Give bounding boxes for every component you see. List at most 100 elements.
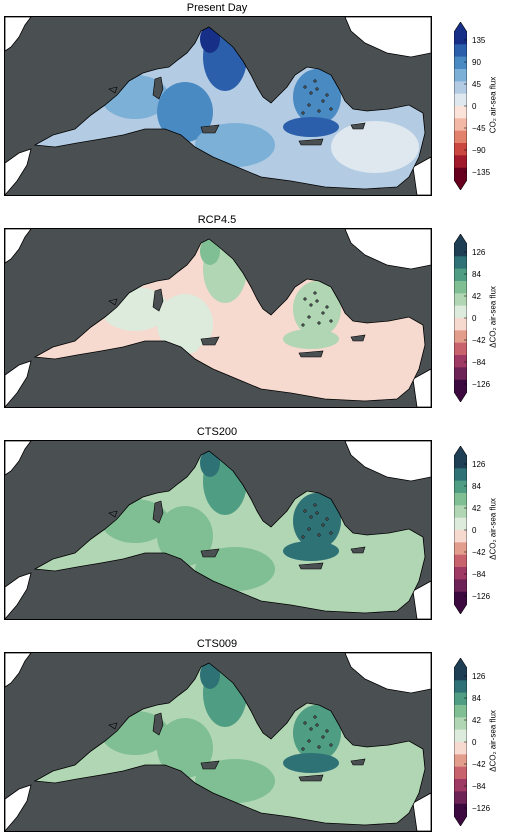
colorbar-segment [454,155,467,168]
cyprus-island [350,758,366,766]
corsica-sardinia-island [152,76,164,100]
colorbar-segment [454,742,467,755]
colorbar-tick-label: 42 [472,291,481,301]
aegean-islet [303,721,307,725]
cyprus-island [350,546,366,554]
colorbar-segment [454,692,467,706]
coastline [33,26,426,190]
panel-title: CTS009 [196,638,238,650]
colorbar-extend-min [454,816,467,826]
colorbar-tick-label: 0 [472,737,477,747]
coastline [33,662,426,826]
crete-island [298,350,324,358]
atlantic-north-region [5,653,32,688]
aegean-islet [303,297,307,301]
map-frame [4,228,432,408]
colorbar-segment [454,591,467,605]
colorbar-segment [454,367,467,380]
aegean-islet [313,503,317,507]
aegean-islet [321,99,325,103]
atlantic-south-region [5,784,32,831]
aegean-islet [329,743,333,747]
aegean-islet [309,515,313,519]
aegean-islet [307,315,311,319]
aegean-islet [309,303,313,307]
colorbar-tick-label: −90 [472,145,486,155]
black-sea-region [344,653,431,694]
colorbar [454,234,467,402]
panel-present-day: Present Day 135 90 45 0 −45 −90 −135 CO₂ air-sea… [0,2,510,202]
aegean-islet [315,299,319,303]
colorbar-extend-max [454,658,467,668]
corsica-sardinia-island [152,288,164,312]
colorbar-label-wrap: ΔCO₂ air-sea flux [486,652,500,830]
colorbar-segment [454,379,467,393]
map-frame [4,652,432,832]
colorbar-tick-label: 84 [472,269,481,279]
colorbar-extend-max [454,234,467,244]
colorbar-extend-min [454,604,467,614]
aegean-islet [307,527,311,531]
balearic-island [108,298,118,306]
aegean-islet [301,535,305,539]
colorbar-segment [454,717,467,730]
colorbar-label: ΔCO₂ air-sea flux [488,498,498,560]
colorbar-tick-label: −42 [472,759,486,769]
colorbar-segment [454,118,467,131]
aegean-islet [321,311,325,315]
mediterranean-map [5,653,431,831]
aegean-islet [317,533,321,537]
atlantic-north-region [5,229,32,264]
aegean-islet [303,509,307,513]
mediterranean-map [5,229,431,407]
atlantic-north-region [5,17,32,52]
colorbar-segment [454,668,467,681]
crete-island [298,774,324,782]
panel-title: RCP4.5 [197,214,237,226]
colorbar-segment [454,355,467,368]
map-frame [4,16,432,196]
colorbar-tick-label: −84 [472,357,486,367]
colorbar-segment [454,530,467,543]
coastline [33,450,426,614]
colorbar-extend-max [454,22,467,32]
aegean-islet [301,323,305,327]
aegean-islet [301,747,305,751]
aegean-islet [313,79,317,83]
red-sea-region [412,368,431,407]
aegean-islet [329,531,333,535]
colorbar-segment [454,44,467,57]
colorbar-label: CO₂ air-sea flux [488,76,498,134]
colorbar [454,446,467,614]
colorbar-segment [454,567,467,580]
colorbar-label-wrap: ΔCO₂ air-sea flux [486,440,500,618]
aegean-islet [313,291,317,295]
colorbar-segment [454,81,467,94]
panel-rcp45: RCP4.5 126 84 42 0 −42 −84 −126 ΔCO₂ air-sea flu… [0,214,510,414]
colorbar-segment [454,754,467,767]
panel-cts009: CTS009 126 84 42 0 −42 −84 −126 ΔCO₂ air-sea flu… [0,638,510,838]
colorbar [454,658,467,826]
crete-island [298,562,324,570]
colorbar-segment [454,330,467,343]
aegean-islet [321,735,325,739]
colorbar-segment [454,167,467,181]
colorbar-segment [454,143,467,156]
colorbar-segment [454,305,467,319]
colorbar-segment [454,505,467,518]
black-sea-region [344,17,431,58]
aegean-islet [309,91,313,95]
colorbar-segment [454,791,467,804]
colorbar-segment [454,256,467,269]
atlantic-north-region [5,441,32,476]
aegean-islet [317,109,321,113]
aegean-islet [315,511,319,515]
black-sea-region [344,441,431,482]
colorbar-tick-label: 90 [472,57,481,67]
aegean-islet [303,85,307,89]
colorbar-segment [454,456,467,469]
colorbar-label: ΔCO₂ air-sea flux [488,710,498,772]
atlantic-south-region [5,572,32,619]
colorbar-segment [454,480,467,494]
colorbar-segment [454,69,467,82]
